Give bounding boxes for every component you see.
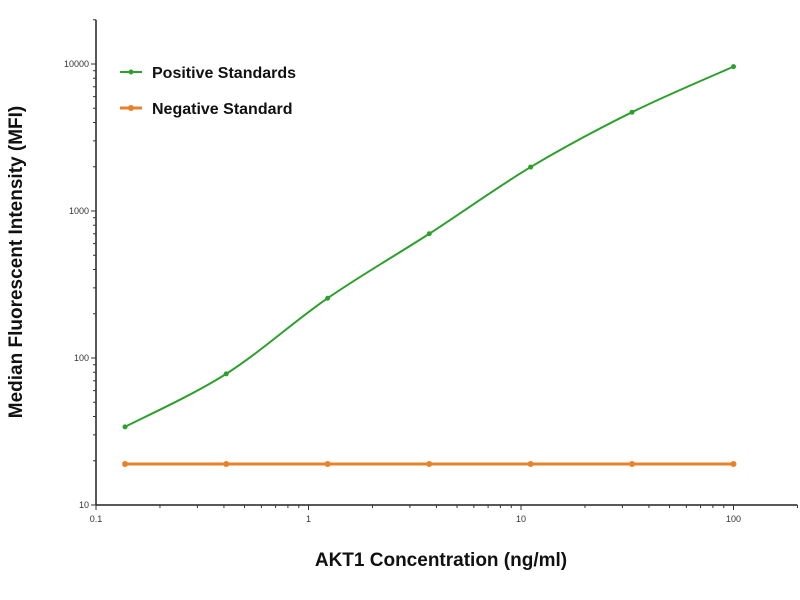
data-point-negative	[730, 461, 737, 468]
data-point-negative	[527, 461, 534, 468]
data-point-negative	[122, 461, 129, 468]
x-tick-label: 100	[726, 514, 741, 524]
legend-label-positive: Positive Standards	[152, 65, 296, 82]
data-point-negative	[324, 461, 331, 468]
x-tick-label: 0.1	[90, 514, 103, 524]
legend-item-positive: Positive Standards	[120, 65, 296, 82]
series-line-positive	[124, 65, 734, 428]
data-point-positive	[426, 231, 432, 237]
data-point-positive	[223, 371, 229, 377]
y-tick-label: 10000	[64, 59, 89, 69]
y-tick-label: 10	[79, 500, 89, 510]
y-tick-label: 1000	[69, 206, 89, 216]
legend: Positive Standards Negative Standard	[120, 65, 296, 118]
legend-item-negative: Negative Standard	[120, 101, 292, 118]
data-point-positive	[122, 424, 128, 430]
series-layer	[122, 64, 737, 468]
data-point-negative	[426, 461, 433, 468]
legend-label-negative: Negative Standard	[152, 101, 292, 118]
data-point-negative	[223, 461, 230, 468]
data-point-positive	[325, 295, 331, 301]
y-axis-title: Median Fluorescent Intensity (MFI)	[6, 106, 27, 418]
data-point-negative	[629, 461, 636, 468]
y-tick-label: 100	[74, 353, 89, 363]
data-point-positive	[528, 164, 534, 170]
x-tick-label: 10	[516, 514, 526, 524]
axes: 0.1 1 10 100 10 100 1000 10000	[64, 19, 798, 524]
x-axis-title: AKT1 Concentration (ng/ml)	[315, 550, 567, 571]
data-point-positive	[629, 109, 635, 115]
x-tick-label: 1	[306, 514, 311, 524]
data-point-positive	[731, 64, 736, 70]
